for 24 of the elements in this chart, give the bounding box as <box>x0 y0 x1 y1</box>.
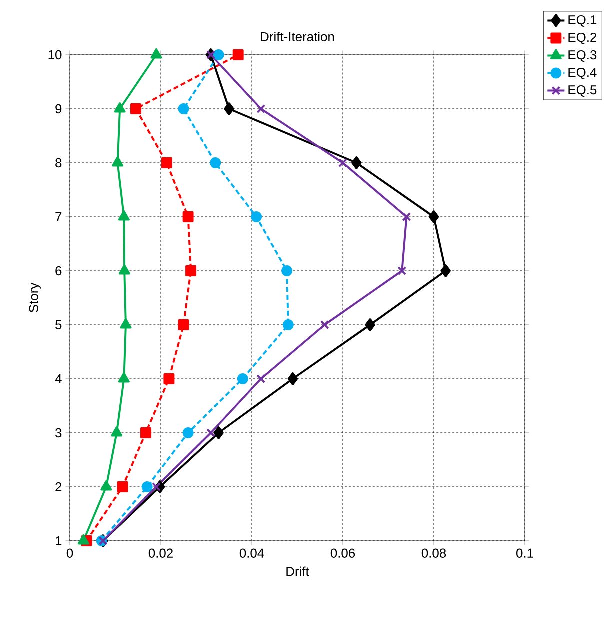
legend-label: EQ.2 <box>568 32 597 44</box>
y-axis-title: Story <box>29 282 41 313</box>
y-tick-label: 7 <box>56 212 62 222</box>
legend-label: EQ.1 <box>568 15 597 27</box>
x-tick-label: 0.08 <box>422 548 446 558</box>
y-tick-label: 3 <box>56 428 62 438</box>
chart-title: Drift-Iteration <box>261 32 334 42</box>
x-tick-label: 0 <box>66 548 74 558</box>
x-tick-label: 0.06 <box>330 548 356 558</box>
x-tick-label: 0.04 <box>240 548 264 558</box>
x-tick-label: 0.02 <box>148 548 173 558</box>
legend-label: EQ.4 <box>568 68 597 80</box>
y-tick-label: 1 <box>56 536 62 546</box>
y-tick-label: 4 <box>55 374 62 384</box>
y-tick-label: 8 <box>56 158 62 168</box>
legend-label: EQ.5 <box>568 85 597 97</box>
y-tick-label: 5 <box>56 320 62 330</box>
y-tick-label: 2 <box>56 482 62 492</box>
y-tick-label: 6 <box>56 266 62 276</box>
x-tick-label: 0.1 <box>516 548 534 558</box>
x-axis-title: Drift <box>286 566 310 576</box>
y-tick-label: 10 <box>48 50 62 60</box>
legend-label: EQ.3 <box>568 50 597 62</box>
y-tick-label: 9 <box>56 104 62 114</box>
